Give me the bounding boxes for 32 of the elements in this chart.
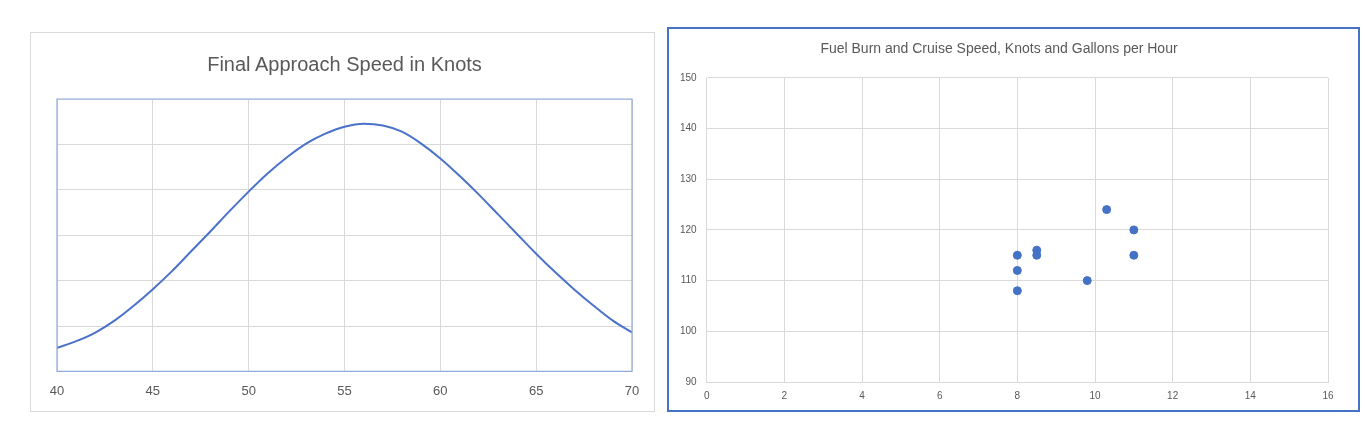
x-tick-label: 0: [703, 389, 710, 401]
x-tick-label: 16: [1322, 389, 1334, 401]
y-tick-label: 120: [680, 223, 698, 235]
x-tick-label: 14: [1244, 389, 1257, 401]
y-tick-label: 130: [680, 172, 698, 184]
x-tick-label: 50: [241, 382, 256, 398]
point: [1102, 205, 1112, 215]
y-tick-label: 150: [680, 71, 698, 83]
x-tick-label: 60: [433, 382, 448, 398]
x-tick-label: 2: [781, 389, 788, 401]
x-tick-label: 8: [1014, 389, 1021, 401]
point: [1129, 250, 1139, 260]
y-tick-label: 90: [685, 375, 698, 387]
chart-title: Fuel Burn and Cruise Speed, Knots and Gallons per Hour: [820, 40, 1178, 57]
x-tick-label: 55: [337, 382, 352, 398]
chart-title: Final Approach Speed in Knots: [207, 52, 482, 75]
x-tick-label: 6: [936, 389, 943, 401]
x-tick-label: 65: [528, 382, 544, 398]
x-tick-label: 45: [145, 382, 161, 398]
point: [1012, 286, 1022, 296]
point: [1012, 265, 1022, 275]
point: [1012, 250, 1022, 260]
x-tick-label: 4: [859, 389, 866, 401]
x-tick-label: 12: [1167, 389, 1179, 401]
point: [1129, 225, 1139, 235]
y-tick-label: 110: [680, 274, 698, 286]
y-tick-label: 140: [680, 122, 698, 134]
y-tick-label: 100: [680, 325, 698, 337]
x-tick-label: 70: [624, 382, 640, 398]
x-tick-label: 40: [49, 382, 65, 398]
x-tick-label: 10: [1089, 389, 1102, 401]
point: [1082, 276, 1092, 286]
